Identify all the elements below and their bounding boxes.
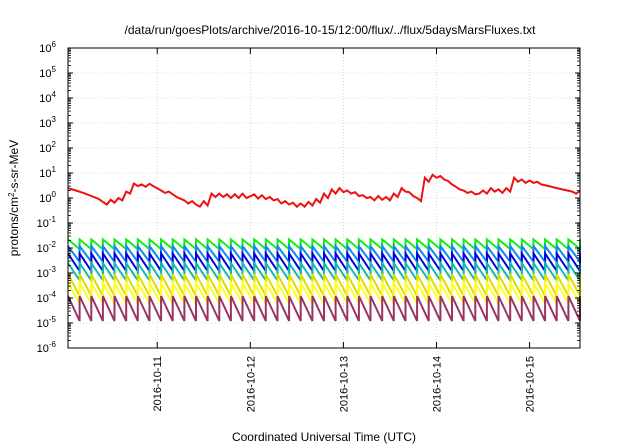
y-tick-label: 10-3 (37, 265, 57, 280)
y-tick-exponent: -5 (49, 315, 57, 324)
y-tick-exponent: 3 (52, 115, 57, 124)
y-axis-label-sup: 2 (7, 192, 16, 197)
y-tick-exponent: 6 (52, 40, 57, 49)
y-axis-ticks: 10-610-510-410-310-210-11001011021031041… (37, 40, 580, 355)
y-tick-base: 10 (37, 218, 49, 230)
y-tick-exponent: 2 (52, 140, 57, 149)
y-tick-exponent: 0 (52, 190, 57, 199)
y-axis-label: protons/cm2-s-sr-MeV (7, 140, 21, 256)
x-tick-label: 2016-10-11 (152, 356, 164, 411)
y-axis-label-base: protons/cm (7, 197, 21, 256)
series-line (67, 242, 581, 265)
y-tick-label: 106 (39, 40, 56, 55)
series-line (67, 259, 581, 284)
x-axis-ticks: 2016-10-11 2016-10-12 2016-10-13 2016-10-14… (152, 48, 537, 412)
series-line (67, 173, 581, 209)
x-tick-label: 2016-10-15 (525, 356, 537, 412)
y-tick-base: 10 (39, 68, 51, 80)
x-tick-label: 2016-10-13 (338, 356, 350, 412)
y-tick-label: 10-5 (37, 315, 57, 330)
y-tick-base: 10 (39, 193, 51, 205)
series-line (67, 250, 581, 275)
y-tick-label: 102 (39, 140, 56, 155)
y-tick-label: 103 (39, 115, 56, 130)
chart-title: /data/run/goesPlots/archive/2016-10-15/1… (125, 23, 537, 37)
y-tick-exponent: -4 (49, 290, 57, 299)
series-line (67, 273, 581, 297)
y-tick-exponent: -2 (49, 240, 57, 249)
y-tick-base: 10 (39, 93, 51, 105)
y-tick-label: 10-6 (37, 340, 57, 355)
series-line (67, 237, 581, 252)
y-tick-base: 10 (37, 343, 49, 355)
y-tick-label: 101 (39, 165, 56, 180)
y-axis-label-rest: -s-sr-MeV (7, 140, 21, 193)
y-tick-base: 10 (39, 118, 51, 130)
y-tick-exponent: -1 (49, 215, 57, 224)
y-tick-exponent: -3 (49, 265, 57, 274)
y-tick-base: 10 (39, 143, 51, 155)
y-tick-base: 10 (37, 243, 49, 255)
y-tick-base: 10 (37, 268, 49, 280)
y-tick-base: 10 (37, 293, 49, 305)
y-tick-exponent: -6 (49, 340, 57, 349)
x-axis-label: Coordinated Universal Time (UTC) (232, 430, 416, 444)
y-tick-label: 10-1 (37, 215, 57, 230)
y-tick-label: 105 (39, 65, 56, 80)
y-tick-exponent: 5 (52, 65, 57, 74)
y-tick-label: 100 (39, 190, 56, 205)
y-tick-base: 10 (39, 168, 51, 180)
y-tick-label: 10-2 (37, 240, 57, 255)
y-tick-exponent: 4 (52, 90, 57, 99)
x-tick-label: 2016-10-12 (245, 356, 257, 412)
series-group (67, 173, 581, 322)
y-tick-label: 104 (39, 90, 56, 105)
series-line (67, 279, 581, 308)
y-tick-exponent: 1 (52, 165, 57, 174)
y-tick-base: 10 (37, 318, 49, 330)
y-tick-label: 10-4 (37, 290, 57, 305)
series-line (67, 295, 581, 322)
x-tick-label: 2016-10-14 (431, 356, 443, 412)
y-tick-base: 10 (39, 43, 51, 55)
